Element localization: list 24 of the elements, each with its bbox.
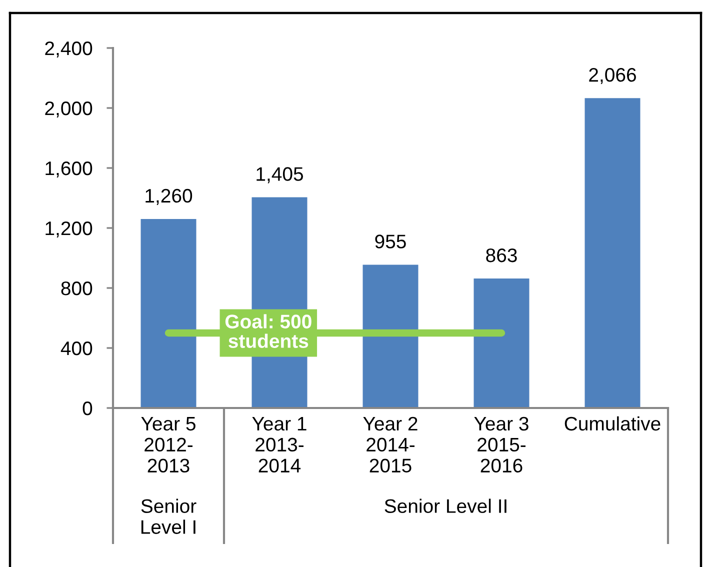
bar: [474, 278, 530, 408]
data-label: 955: [375, 234, 406, 248]
x-tick-label: Year 2 2014- 2015: [363, 416, 418, 473]
text: Senior Level I: [141, 498, 196, 534]
y-tick-label: 400: [60, 341, 92, 356]
data-label: 2,066: [589, 68, 636, 84]
data-label: 863: [486, 248, 517, 262]
bar: [140, 219, 196, 408]
x-tick-label: Year 5 2012- 2013: [141, 417, 196, 473]
y-tick-label: 2,400: [45, 41, 92, 58]
y-tick-label: 2,000: [45, 101, 92, 118]
y-tick-label: 800: [61, 281, 92, 296]
x-tick-label: Year 3 2015- 2016: [474, 416, 528, 473]
x-tick-label: Cumulative: [564, 416, 660, 431]
y-tick-label: 1,600: [46, 161, 92, 178]
y-tick-label: 1,200: [46, 221, 92, 238]
x-tick-label: Year 1 2013- 2014: [252, 417, 306, 473]
data-label: 1,260: [146, 188, 192, 205]
series-label: Goal: 500 students: [225, 314, 312, 348]
text: Senior Level II: [384, 498, 506, 514]
y-tick-label: 0: [82, 401, 92, 416]
bar: [584, 98, 640, 408]
data-label: 1,405: [256, 167, 304, 184]
bar: [362, 264, 418, 408]
